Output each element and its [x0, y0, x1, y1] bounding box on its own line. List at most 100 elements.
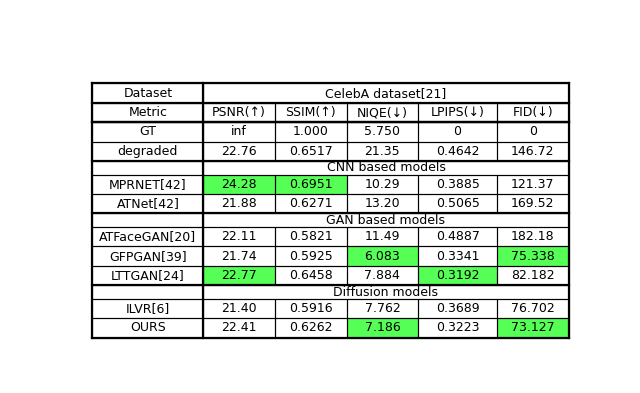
Bar [275, 174, 347, 194]
Bar [497, 174, 568, 194]
Text: 0.6951: 0.6951 [289, 178, 333, 191]
Text: 0.5916: 0.5916 [289, 302, 333, 315]
Text: PSNR(↑): PSNR(↑) [212, 106, 266, 119]
Bar [497, 103, 568, 122]
Bar [204, 299, 275, 318]
Text: Metric: Metric [129, 106, 168, 119]
Text: 22.76: 22.76 [221, 145, 257, 158]
Bar [92, 174, 204, 194]
Text: GT: GT [140, 125, 156, 138]
Bar [204, 213, 568, 227]
Bar [347, 318, 418, 338]
Bar [497, 318, 568, 338]
Bar [497, 194, 568, 213]
Text: 0: 0 [454, 125, 461, 138]
Text: ATFaceGAN[20]: ATFaceGAN[20] [99, 230, 196, 243]
Bar [92, 194, 204, 213]
Bar [92, 318, 204, 338]
Bar [497, 227, 568, 246]
Text: 0.3192: 0.3192 [436, 269, 479, 282]
Bar [204, 246, 275, 266]
Bar [204, 122, 275, 142]
Text: GFPGAN[39]: GFPGAN[39] [109, 250, 187, 263]
Text: 0.4642: 0.4642 [436, 145, 479, 158]
Text: 0.6271: 0.6271 [289, 197, 333, 210]
Bar [92, 213, 204, 227]
Text: MPRNET[42]: MPRNET[42] [109, 178, 187, 191]
Bar [204, 174, 275, 194]
Bar [347, 318, 418, 338]
Text: 7.186: 7.186 [365, 321, 400, 334]
Text: 0: 0 [529, 125, 537, 138]
Bar [347, 227, 418, 246]
Text: SSIM(↑): SSIM(↑) [285, 106, 336, 119]
Text: 0.6517: 0.6517 [289, 145, 333, 158]
Bar [92, 227, 204, 246]
Bar [418, 103, 497, 122]
Bar [497, 246, 568, 266]
Text: 22.11: 22.11 [221, 230, 257, 243]
Text: 0.3341: 0.3341 [436, 250, 479, 263]
Text: CNN based models: CNN based models [326, 162, 445, 174]
Bar [347, 122, 418, 142]
Bar [92, 299, 204, 318]
Text: 0.6262: 0.6262 [289, 321, 333, 334]
Bar [347, 103, 418, 122]
Text: 22.41: 22.41 [221, 321, 257, 334]
Bar [347, 246, 418, 266]
Bar [275, 103, 347, 122]
Bar [92, 285, 204, 299]
Bar [418, 194, 497, 213]
Bar [275, 174, 347, 194]
Bar [204, 161, 568, 174]
Bar [418, 227, 497, 246]
Bar [92, 142, 204, 161]
Text: 21.88: 21.88 [221, 197, 257, 210]
Bar [275, 318, 347, 338]
Text: 10.29: 10.29 [365, 178, 400, 191]
Bar [204, 318, 275, 338]
Bar [418, 318, 497, 338]
Bar [497, 246, 568, 266]
Bar [275, 299, 347, 318]
Text: LTTGAN[24]: LTTGAN[24] [111, 269, 185, 282]
Text: 1.000: 1.000 [293, 125, 329, 138]
Text: ILVR[6]: ILVR[6] [126, 302, 170, 315]
Text: ATNet[42]: ATNet[42] [116, 197, 179, 210]
Text: 13.20: 13.20 [365, 197, 400, 210]
Text: 0.5065: 0.5065 [436, 197, 479, 210]
Text: 182.18: 182.18 [511, 230, 555, 243]
Bar [347, 174, 418, 194]
Bar [204, 266, 275, 285]
Bar [275, 246, 347, 266]
Bar [204, 103, 275, 122]
Bar [497, 142, 568, 161]
Bar [347, 266, 418, 285]
Bar [92, 83, 204, 103]
Text: 76.702: 76.702 [511, 302, 555, 315]
Bar [497, 266, 568, 285]
Bar [92, 266, 204, 285]
Text: CelebA dataset[21]: CelebA dataset[21] [325, 87, 447, 100]
Bar [418, 174, 497, 194]
Bar [204, 174, 275, 194]
Text: 73.127: 73.127 [511, 321, 555, 334]
Text: 75.338: 75.338 [511, 250, 555, 263]
Bar [204, 194, 275, 213]
Text: Dataset: Dataset [124, 87, 172, 100]
Text: 0.3223: 0.3223 [436, 321, 479, 334]
Bar [92, 246, 204, 266]
Bar [347, 246, 418, 266]
Text: inf: inf [231, 125, 247, 138]
Text: Diffusion models: Diffusion models [333, 286, 438, 299]
Bar [418, 266, 497, 285]
Text: 21.74: 21.74 [221, 250, 257, 263]
Bar [92, 83, 568, 338]
Bar [92, 103, 204, 122]
Bar [275, 266, 347, 285]
Bar [275, 227, 347, 246]
Text: 11.49: 11.49 [365, 230, 400, 243]
Text: 0.5925: 0.5925 [289, 250, 333, 263]
Bar [204, 266, 275, 285]
Bar [347, 142, 418, 161]
